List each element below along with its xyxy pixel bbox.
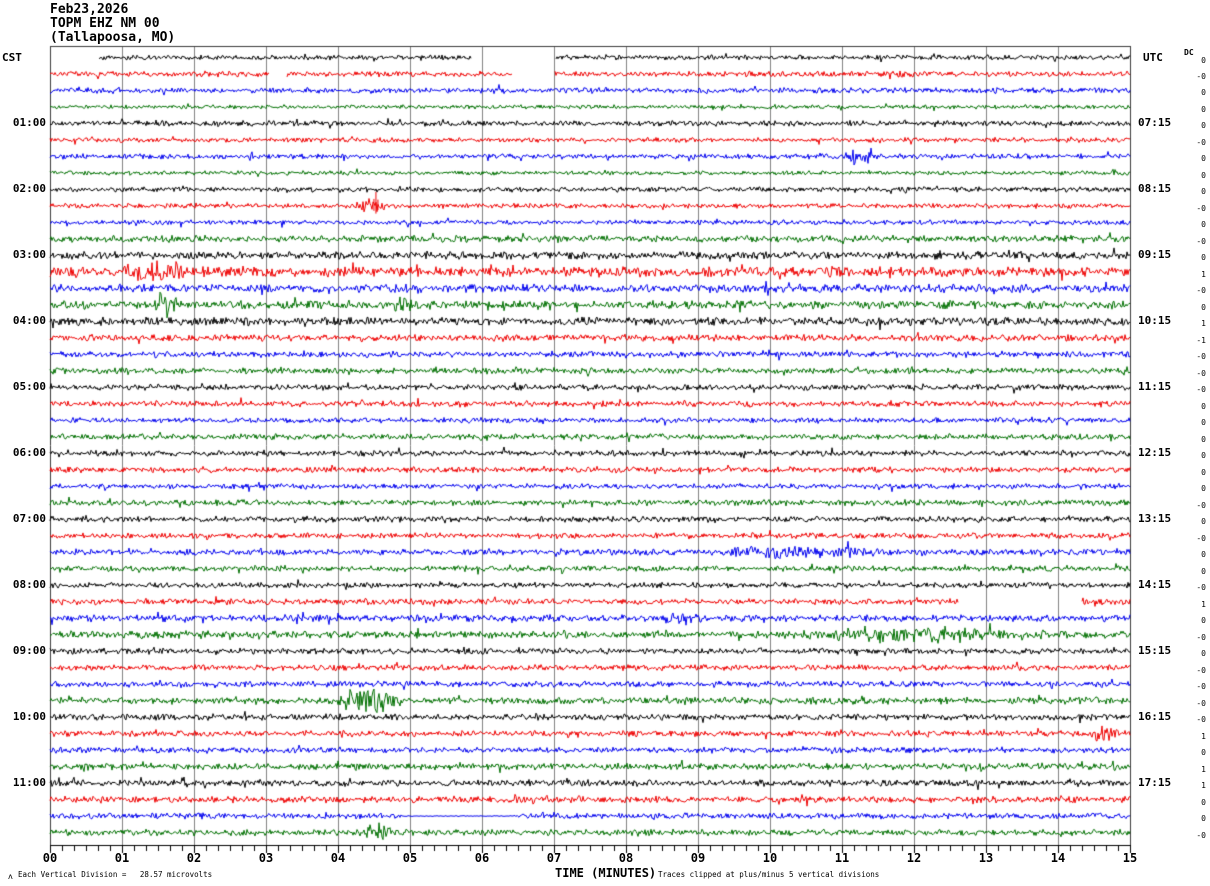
cst-hour-label: 09:00	[12, 644, 46, 658]
scale-note: Each Vertical Division = 28.57 microvolt…	[18, 870, 213, 879]
dc-value: -0	[1196, 352, 1206, 362]
dc-value: -0	[1196, 583, 1206, 593]
dc-value: 0	[1201, 566, 1206, 576]
cst-hour-label: 04:00	[12, 314, 46, 328]
dc-value: 1	[1201, 269, 1206, 279]
dc-value: -1	[1196, 335, 1206, 345]
utc-hour-label: 15:15	[1138, 644, 1172, 658]
dc-value: 0	[1201, 401, 1206, 411]
dc-value: 0	[1201, 55, 1206, 65]
dc-value: 0	[1201, 797, 1206, 807]
cst-hour-label: 02:00	[12, 182, 46, 196]
utc-hour-label: 09:15	[1138, 248, 1172, 262]
dc-value: -0	[1196, 203, 1206, 213]
dc-value: -0	[1196, 236, 1206, 246]
right-timezone-label: UTC	[1143, 51, 1163, 64]
dc-value: 0	[1201, 748, 1206, 758]
utc-hour-label: 11:15	[1138, 380, 1172, 394]
x-tick-label: 09	[690, 851, 706, 865]
utc-hour-label: 17:15	[1138, 776, 1172, 790]
dc-value: 0	[1201, 467, 1206, 477]
x-tick-label: 08	[618, 851, 634, 865]
dc-value: 0	[1201, 121, 1206, 131]
utc-hour-label: 07:15	[1138, 116, 1172, 130]
dc-value: 0	[1201, 616, 1206, 626]
dc-value: 1	[1201, 599, 1206, 609]
dc-value: 1	[1201, 319, 1206, 329]
utc-hour-label: 10:15	[1138, 314, 1172, 328]
dc-value: 0	[1201, 517, 1206, 527]
clip-note: Traces clipped at plus/minus 5 vertical …	[658, 870, 880, 879]
x-tick-label: 01	[114, 851, 130, 865]
dc-value: 0	[1201, 814, 1206, 824]
dc-column-header: DC	[1184, 48, 1194, 57]
x-tick-label: 11	[834, 851, 850, 865]
header-station-location: (Tallapoosa, MO)	[50, 30, 176, 45]
dc-value: 0	[1201, 649, 1206, 659]
x-tick-label: 06	[474, 851, 490, 865]
utc-hour-label: 13:15	[1138, 512, 1172, 526]
x-tick-label: 15	[1122, 851, 1138, 865]
dc-value: 0	[1201, 434, 1206, 444]
cst-hour-label: 03:00	[12, 248, 46, 262]
corner-mark: ʌ	[8, 872, 13, 881]
dc-value: -0	[1196, 830, 1206, 840]
x-tick-label: 13	[978, 851, 994, 865]
cst-hour-label: 05:00	[12, 380, 46, 394]
x-tick-label: 14	[1050, 851, 1066, 865]
cst-hour-label: 08:00	[12, 578, 46, 592]
utc-hour-label: 14:15	[1138, 578, 1172, 592]
dc-value: -0	[1196, 715, 1206, 725]
cst-hour-label: 07:00	[12, 512, 46, 526]
x-tick-label: 03	[258, 851, 274, 865]
dc-value: 0	[1201, 170, 1206, 180]
utc-hour-label: 12:15	[1138, 446, 1172, 460]
x-tick-label: 02	[186, 851, 202, 865]
cst-hour-label: 10:00	[12, 710, 46, 724]
x-tick-label: 00	[42, 851, 58, 865]
cst-hour-label: 01:00	[12, 116, 46, 130]
dc-value: 0	[1201, 418, 1206, 428]
dc-value: 0	[1201, 302, 1206, 312]
x-tick-label: 07	[546, 851, 562, 865]
dc-value: 0	[1201, 220, 1206, 230]
left-timezone-label: CST	[2, 51, 22, 64]
dc-value: -0	[1196, 137, 1206, 147]
dc-value: -0	[1196, 698, 1206, 708]
dc-value: -0	[1196, 385, 1206, 395]
dc-value: 1	[1201, 781, 1206, 791]
x-tick-label: 05	[402, 851, 418, 865]
x-tick-label: 10	[762, 851, 778, 865]
header-date: Feb23,2026	[50, 2, 129, 17]
dc-value: 0	[1201, 484, 1206, 494]
dc-value: -0	[1196, 286, 1206, 296]
dc-value: -0	[1196, 632, 1206, 642]
dc-value: -0	[1196, 368, 1206, 378]
dc-value: -0	[1196, 500, 1206, 510]
dc-value: 0	[1201, 187, 1206, 197]
dc-value: -0	[1196, 665, 1206, 675]
utc-hour-label: 08:15	[1138, 182, 1172, 196]
dc-value: 1	[1201, 731, 1206, 741]
dc-value: 0	[1201, 451, 1206, 461]
dc-value: 1	[1201, 764, 1206, 774]
x-axis-title: TIME (MINUTES)	[555, 866, 657, 880]
dc-value: 0	[1201, 253, 1206, 263]
cst-hour-label: 06:00	[12, 446, 46, 460]
dc-value: -0	[1196, 533, 1206, 543]
dc-value: -0	[1196, 682, 1206, 692]
header-station-code: TOPM EHZ NM 00	[50, 16, 160, 31]
utc-hour-label: 16:15	[1138, 710, 1172, 724]
dc-value: 0	[1201, 104, 1206, 114]
dc-value: 0	[1201, 550, 1206, 560]
dc-value: 0	[1201, 154, 1206, 164]
dc-value: 0	[1201, 88, 1206, 98]
cst-hour-label: 11:00	[12, 776, 46, 790]
x-tick-label: 12	[906, 851, 922, 865]
x-tick-label: 04	[330, 851, 346, 865]
dc-value: -0	[1196, 71, 1206, 81]
